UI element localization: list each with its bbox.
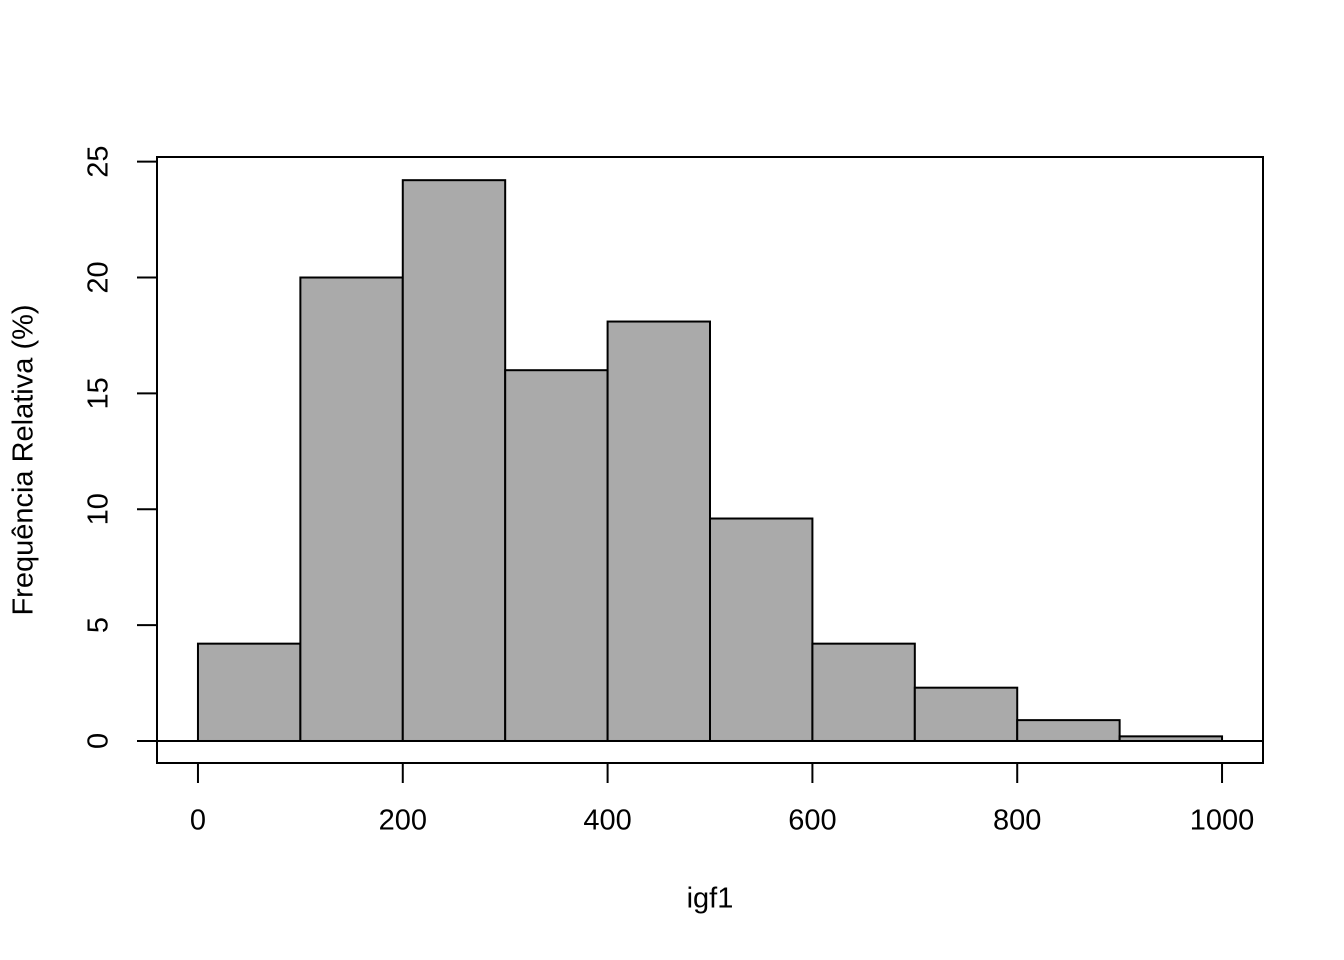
y-tick-label: 5	[83, 617, 115, 633]
x-axis-title: igf1	[687, 883, 734, 915]
y-tick-label: 0	[83, 733, 115, 749]
x-tick-label: 600	[788, 805, 836, 837]
bar	[299, 276, 404, 742]
y-tick-label: 15	[83, 377, 115, 409]
bar	[401, 179, 507, 742]
x-tick-label: 200	[379, 805, 427, 837]
bar	[811, 642, 916, 742]
bar	[913, 686, 1019, 742]
y-tick-label: 10	[83, 493, 115, 525]
bar	[504, 369, 609, 742]
y-tick-label: 25	[83, 146, 115, 178]
bar	[1016, 719, 1121, 742]
x-tick-label: 800	[993, 805, 1041, 837]
x-tick-label: 400	[583, 805, 631, 837]
bar	[709, 517, 814, 742]
y-axis-title: Frequência Relativa (%)	[8, 304, 40, 615]
x-tick-label: 1000	[1190, 805, 1255, 837]
bar	[606, 320, 711, 742]
bar	[196, 642, 302, 742]
y-tick-label: 20	[83, 261, 115, 293]
x-tick-label: 0	[190, 805, 206, 837]
